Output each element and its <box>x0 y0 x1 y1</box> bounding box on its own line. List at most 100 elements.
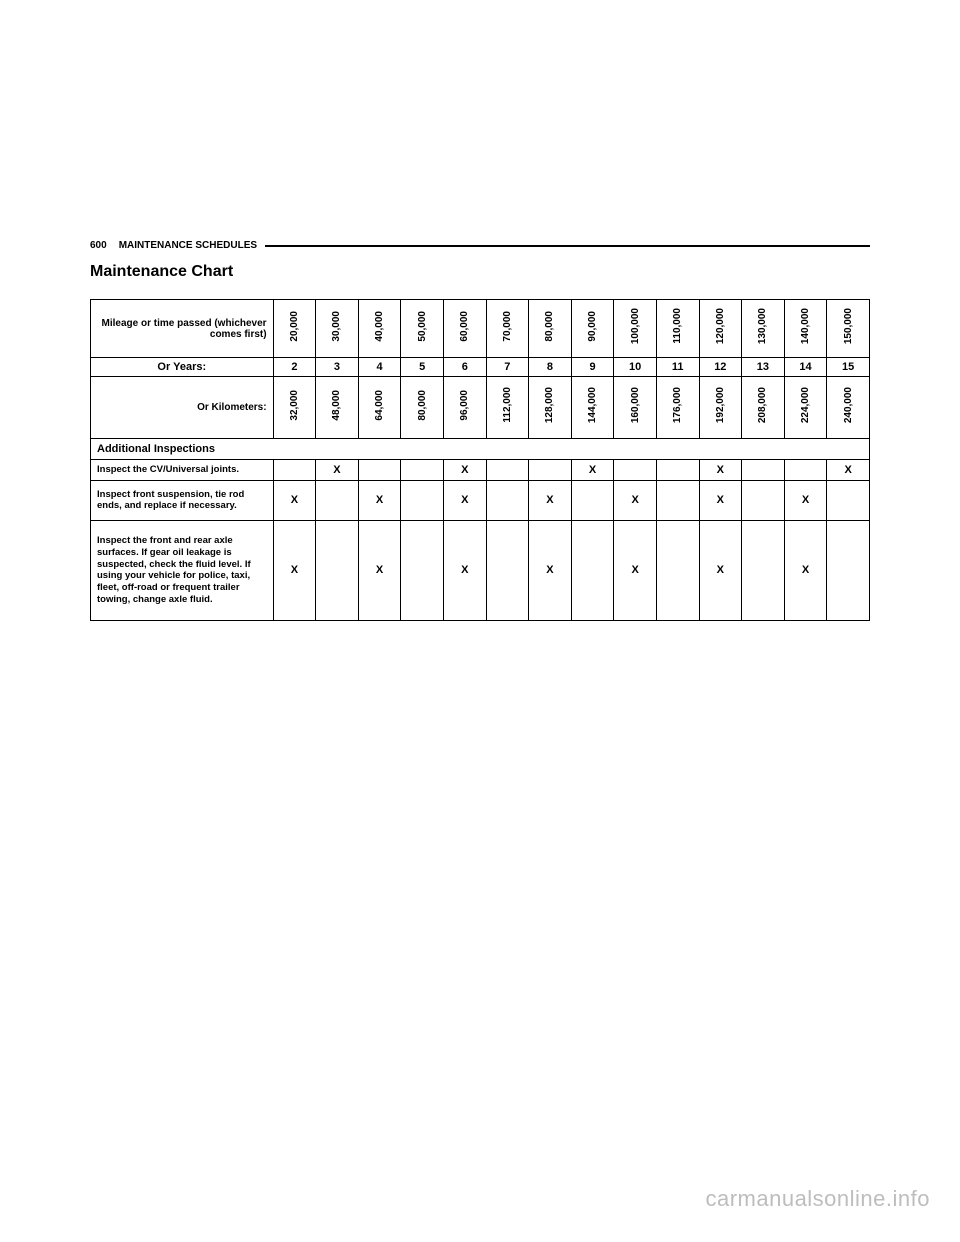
row-label: Inspect the CV/Universal joints. <box>91 460 274 481</box>
watermark: carmanualsonline.info <box>705 1186 930 1212</box>
mark: X <box>358 480 401 520</box>
page-number: 600 <box>90 240 107 251</box>
mark <box>486 520 529 620</box>
km-val: 112,000 <box>502 387 513 423</box>
mark <box>401 460 444 481</box>
mileage-val: 20,000 <box>289 311 300 342</box>
maintenance-table: Mileage or time passed (whichever comes … <box>90 299 870 621</box>
mileage-val: 50,000 <box>417 311 428 342</box>
mileage-label: Mileage or time passed (whichever comes … <box>91 300 274 358</box>
km-val: 208,000 <box>757 387 768 423</box>
year-val: 2 <box>273 358 316 377</box>
year-val: 7 <box>486 358 529 377</box>
mileage-val: 110,000 <box>672 308 683 344</box>
mileage-val: 90,000 <box>587 311 598 342</box>
mark <box>273 460 316 481</box>
mark <box>827 520 870 620</box>
km-val: 80,000 <box>417 390 428 421</box>
year-val: 9 <box>571 358 614 377</box>
mileage-val: 140,000 <box>800 308 811 344</box>
mark: X <box>273 520 316 620</box>
mark <box>401 480 444 520</box>
mark <box>656 480 699 520</box>
mark <box>529 460 572 481</box>
km-val: 128,000 <box>544 387 555 423</box>
section-header: Additional Inspections <box>91 439 870 460</box>
row-cv-joints: Inspect the CV/Universal joints. X X X X… <box>91 460 870 481</box>
km-val: 176,000 <box>672 387 683 423</box>
mark <box>486 460 529 481</box>
mark: X <box>571 460 614 481</box>
year-val: 10 <box>614 358 657 377</box>
km-val: 240,000 <box>843 387 854 423</box>
mark: X <box>443 480 486 520</box>
mileage-val: 80,000 <box>544 311 555 342</box>
mileage-val: 120,000 <box>715 308 726 344</box>
km-val: 48,000 <box>331 390 342 421</box>
mark <box>742 520 785 620</box>
mark <box>358 460 401 481</box>
year-val: 15 <box>827 358 870 377</box>
mileage-val: 70,000 <box>502 311 513 342</box>
row-label: Inspect the front and rear axle surfaces… <box>91 520 274 620</box>
mark: X <box>273 480 316 520</box>
mark: X <box>827 460 870 481</box>
mark <box>656 520 699 620</box>
year-val: 13 <box>742 358 785 377</box>
section-name: MAINTENANCE SCHEDULES <box>119 240 257 251</box>
mark <box>656 460 699 481</box>
year-val: 11 <box>656 358 699 377</box>
mileage-val: 30,000 <box>331 311 342 342</box>
mark: X <box>614 520 657 620</box>
mark: X <box>699 520 742 620</box>
year-val: 8 <box>529 358 572 377</box>
mark: X <box>443 520 486 620</box>
mileage-val: 60,000 <box>459 311 470 342</box>
km-val: 64,000 <box>374 390 385 421</box>
mark: X <box>316 460 359 481</box>
mark: X <box>614 480 657 520</box>
mark <box>827 480 870 520</box>
mark <box>316 520 359 620</box>
km-val: 96,000 <box>459 390 470 421</box>
year-val: 5 <box>401 358 444 377</box>
row-km: Or Kilometers: 32,000 48,000 64,000 80,0… <box>91 377 870 439</box>
km-val: 144,000 <box>587 387 598 423</box>
mark: X <box>699 460 742 481</box>
mark <box>614 460 657 481</box>
mileage-val: 130,000 <box>757 308 768 344</box>
km-val: 32,000 <box>289 390 300 421</box>
header-rule <box>265 245 870 247</box>
mark <box>784 460 827 481</box>
mark <box>571 480 614 520</box>
row-front-suspension: Inspect front suspension, tie rod ends, … <box>91 480 870 520</box>
row-years: Or Years: 2 3 4 5 6 7 8 9 10 11 12 13 14… <box>91 358 870 377</box>
year-val: 12 <box>699 358 742 377</box>
mileage-val: 100,000 <box>630 308 641 344</box>
mark <box>486 480 529 520</box>
mileage-val: 150,000 <box>843 308 854 344</box>
mark: X <box>529 480 572 520</box>
mileage-val: 40,000 <box>374 311 385 342</box>
mark: X <box>358 520 401 620</box>
years-label: Or Years: <box>91 358 274 377</box>
km-val: 160,000 <box>630 387 641 423</box>
row-mileage: Mileage or time passed (whichever comes … <box>91 300 870 358</box>
mark: X <box>784 520 827 620</box>
km-label: Or Kilometers: <box>91 377 274 439</box>
year-val: 3 <box>316 358 359 377</box>
mark <box>316 480 359 520</box>
mark <box>401 520 444 620</box>
year-val: 6 <box>443 358 486 377</box>
mark <box>742 460 785 481</box>
km-val: 224,000 <box>800 387 811 423</box>
mark: X <box>529 520 572 620</box>
year-val: 4 <box>358 358 401 377</box>
row-axle-surfaces: Inspect the front and rear axle surfaces… <box>91 520 870 620</box>
mark <box>571 520 614 620</box>
chart-title: Maintenance Chart <box>90 263 870 281</box>
year-val: 14 <box>784 358 827 377</box>
km-val: 192,000 <box>715 387 726 423</box>
row-label: Inspect front suspension, tie rod ends, … <box>91 480 274 520</box>
mark: X <box>699 480 742 520</box>
